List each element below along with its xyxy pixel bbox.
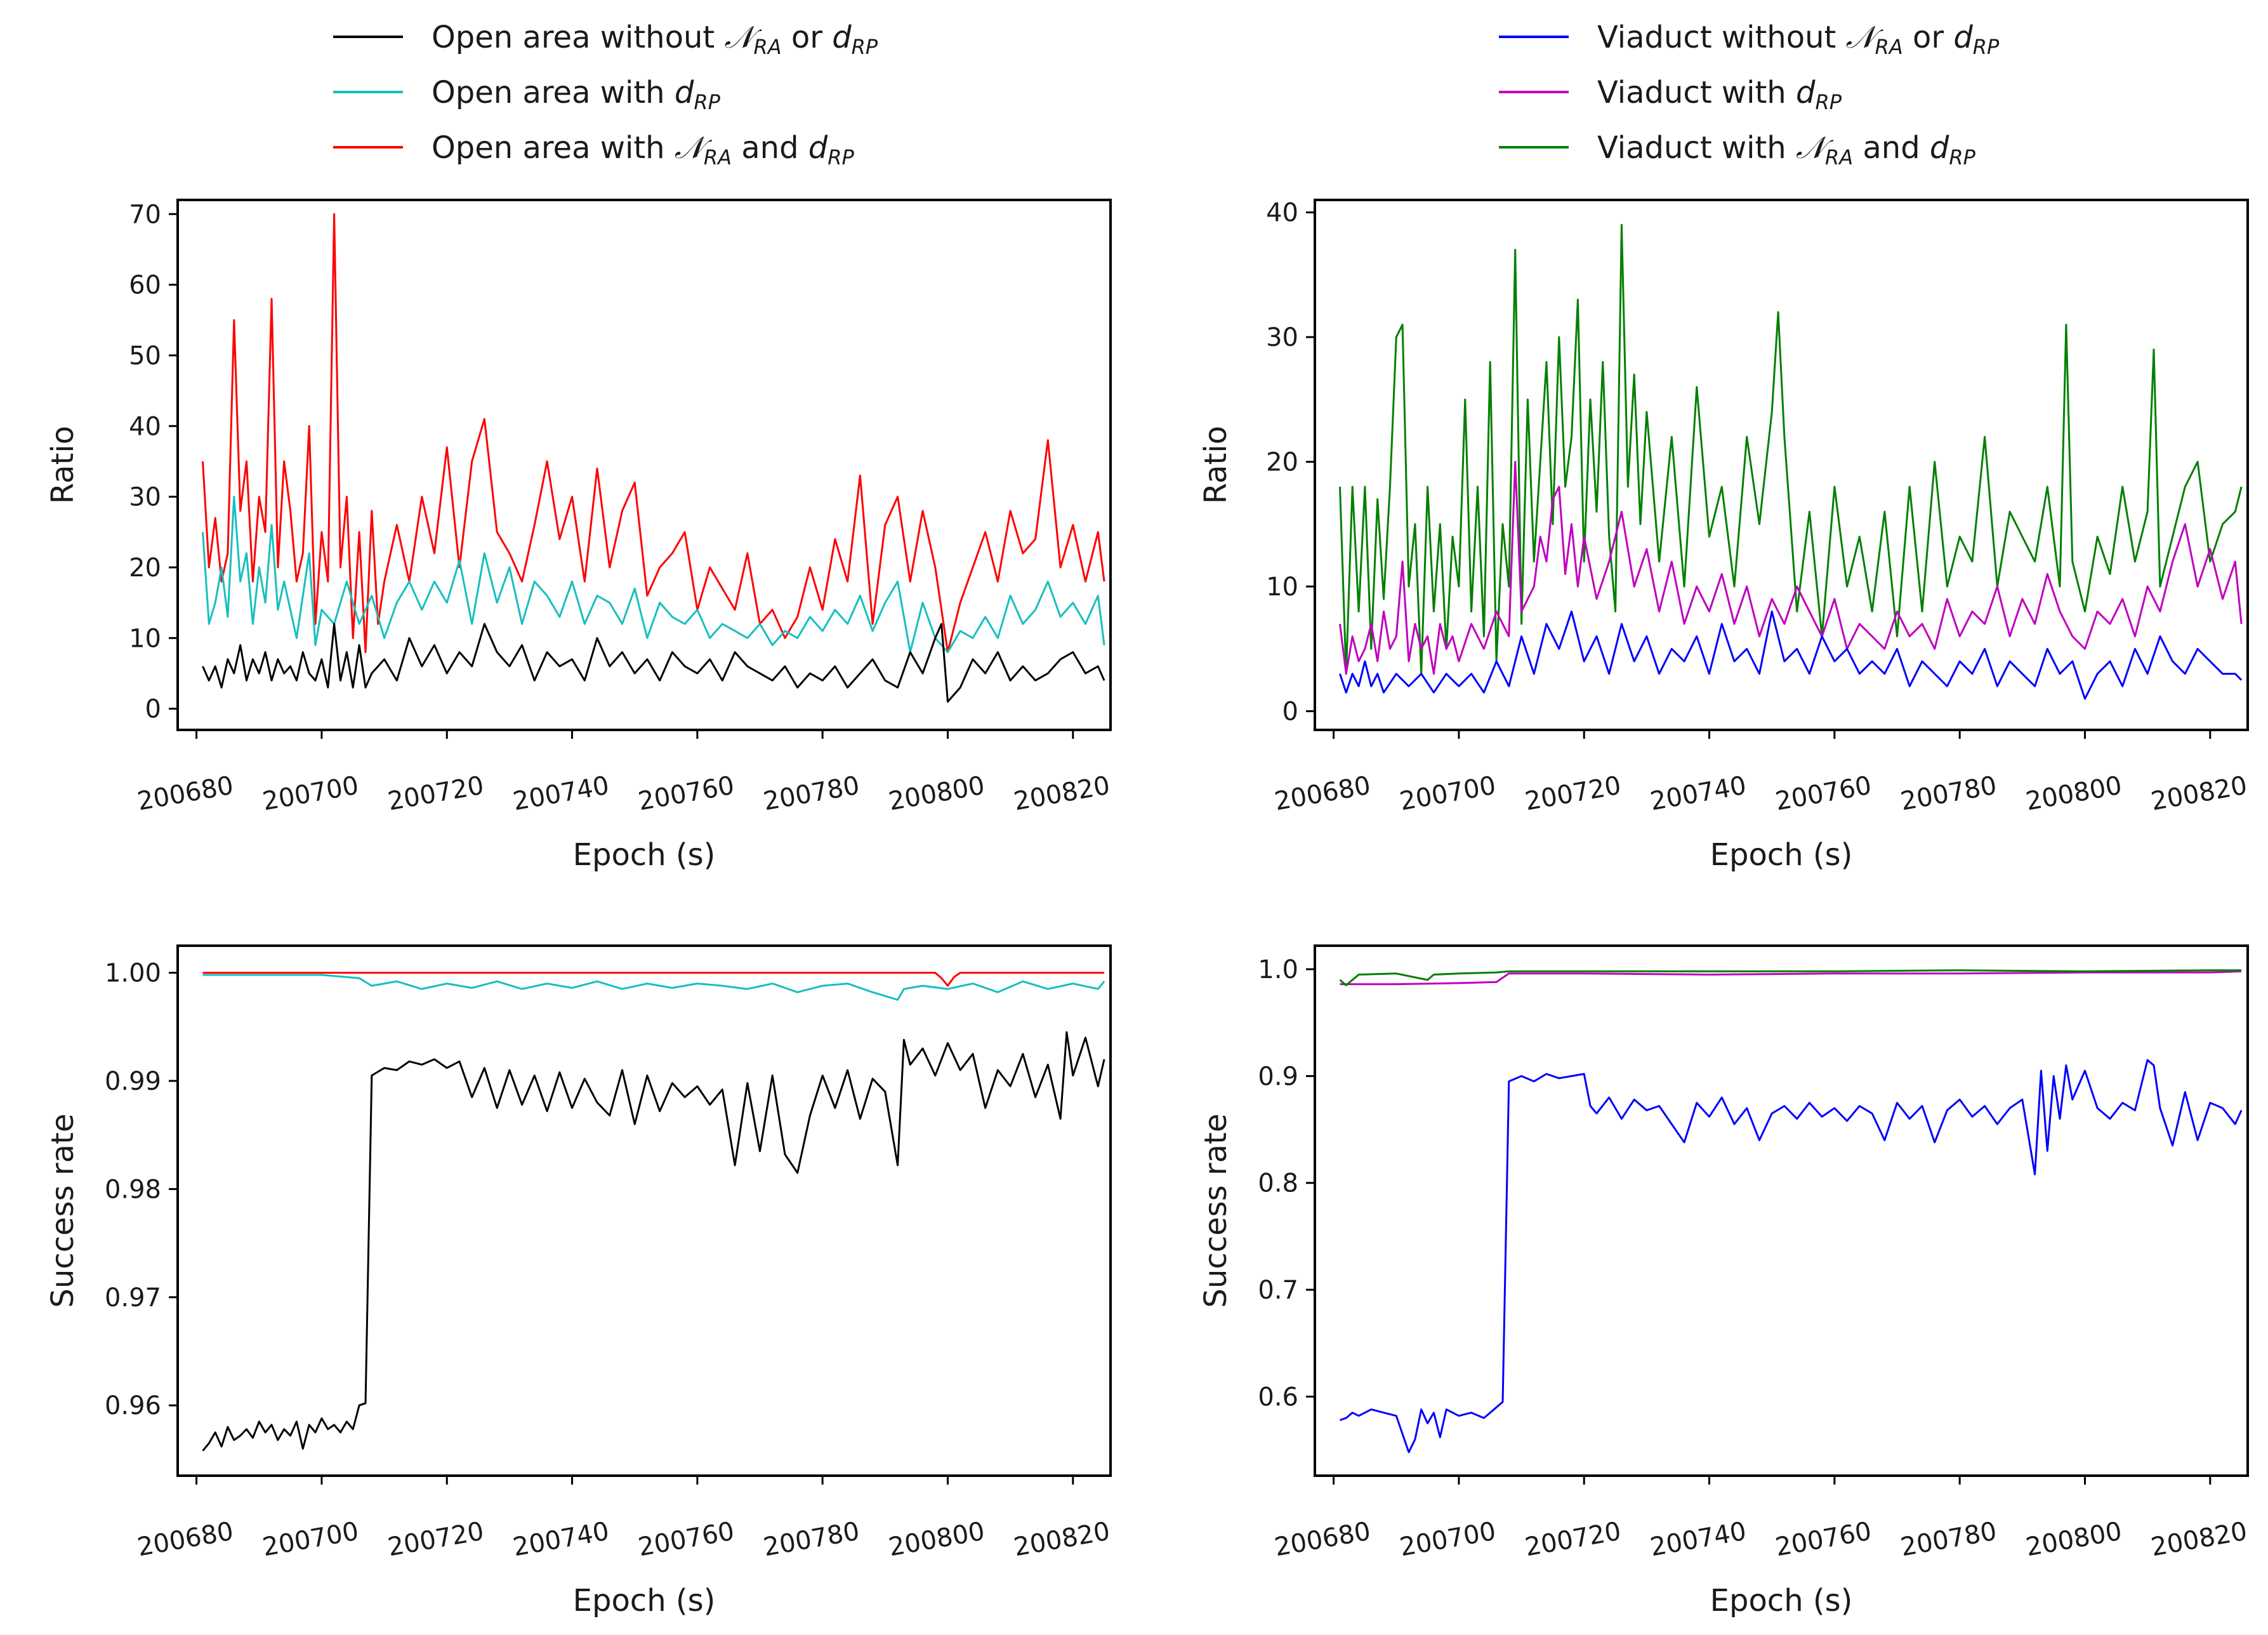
series-group bbox=[1339, 223, 2243, 700]
y-tick-label: 0.99 bbox=[105, 1067, 161, 1096]
x-tick-label: 200820 bbox=[2149, 771, 2249, 817]
x-tick-label: 200720 bbox=[386, 771, 486, 817]
series-group bbox=[202, 213, 1105, 703]
x-tick-label: 200780 bbox=[761, 1517, 862, 1563]
y-tick-label: 0.97 bbox=[105, 1283, 161, 1313]
x-tick-label: 200760 bbox=[636, 771, 736, 817]
series-line-1 bbox=[1340, 970, 2242, 986]
series-line-0 bbox=[1339, 223, 2243, 675]
legend-label: Viaduct with 𝒩RA and dRP bbox=[1597, 130, 1976, 169]
chart-top-right: 0 10 20 30 40 200680 200700 200720 200740 200760 2… bbox=[1198, 199, 2250, 873]
x-tick-label: 200680 bbox=[135, 1517, 235, 1563]
series-line-1 bbox=[202, 496, 1105, 653]
y-tick-label: 1.0 bbox=[1258, 955, 1298, 984]
legend-viaduct: Viaduct without 𝒩RA or dRP Viaduct with d… bbox=[1499, 20, 2000, 169]
x-tick-label: 200720 bbox=[1523, 1517, 1623, 1563]
y-tick-label: 0.9 bbox=[1258, 1062, 1298, 1091]
series-line-1 bbox=[1339, 461, 2243, 675]
x-tick-label: 200820 bbox=[1012, 1517, 1112, 1563]
x-tick-label: 200680 bbox=[1272, 1517, 1373, 1563]
x-tick-label: 200680 bbox=[1272, 771, 1373, 817]
y-tick-label: 30 bbox=[1266, 323, 1298, 352]
y-tick-label: 0.7 bbox=[1258, 1276, 1298, 1305]
legend-label: Viaduct without 𝒩RA or dRP bbox=[1597, 20, 2000, 59]
y-tick-label: 10 bbox=[1266, 573, 1298, 602]
series-line-2 bbox=[202, 972, 1105, 987]
y-tick-label: 0 bbox=[145, 695, 161, 724]
y-axis-label: Success rate bbox=[1198, 1114, 1234, 1308]
legend-label: Open area without 𝒩RA or dRP bbox=[432, 20, 878, 59]
x-tick-label: 200720 bbox=[1523, 771, 1623, 817]
y-tick-label: 50 bbox=[129, 341, 161, 371]
x-axis-label: Epoch (s) bbox=[1710, 837, 1853, 873]
series-line-2 bbox=[202, 623, 1105, 703]
y-tick-label: 70 bbox=[129, 200, 161, 229]
x-tick-label: 200820 bbox=[1012, 771, 1112, 817]
y-axis-label: Ratio bbox=[1198, 426, 1234, 504]
chart-bottom-left: 0.96 0.97 0.98 0.99 1.00 200680 200700 200720 20… bbox=[45, 944, 1112, 1618]
x-tick-label: 200800 bbox=[2024, 771, 2124, 817]
y-tick-label: 10 bbox=[129, 624, 161, 653]
series-line-2 bbox=[1339, 610, 2243, 700]
y-tick-label: 0.8 bbox=[1258, 1169, 1298, 1198]
plot-frame bbox=[176, 944, 1112, 1477]
x-tick-label: 200700 bbox=[1397, 1517, 1498, 1563]
series-group bbox=[1339, 969, 2243, 1453]
x-tick-label: 200800 bbox=[887, 1517, 987, 1563]
x-tick-label: 200820 bbox=[2149, 1517, 2249, 1563]
plot-frame bbox=[1314, 199, 2249, 731]
y-tick-label: 20 bbox=[1266, 448, 1298, 477]
legend-open-area: Open area without 𝒩RA or dRP Open area wi… bbox=[333, 20, 878, 169]
chart-bottom-right: 0.6 0.7 0.8 0.9 1.0 200680 200700 200720 200740 2… bbox=[1198, 944, 2250, 1618]
y-tick-label: 1.00 bbox=[105, 959, 161, 988]
legend-label: Viaduct with dRP bbox=[1597, 75, 1842, 114]
y-tick-label: 0.6 bbox=[1258, 1382, 1298, 1412]
x-tick-label: 200800 bbox=[2024, 1517, 2124, 1563]
x-tick-label: 200780 bbox=[1899, 1517, 1999, 1563]
series-line-1 bbox=[202, 974, 1105, 1001]
x-tick-label: 200800 bbox=[887, 771, 987, 817]
legend-label: Open area with dRP bbox=[432, 75, 721, 114]
x-tick-label: 200780 bbox=[761, 771, 862, 817]
chart-top-left: 0 10 20 30 40 50 60 70 200680 200700 200720 200740 2… bbox=[45, 199, 1112, 873]
x-tick-label: 200740 bbox=[511, 1517, 611, 1563]
x-tick-label: 200740 bbox=[1648, 771, 1748, 817]
y-tick-label: 60 bbox=[129, 271, 161, 300]
x-axis-label: Epoch (s) bbox=[573, 1583, 716, 1618]
x-tick-label: 200760 bbox=[1773, 771, 1873, 817]
series-group bbox=[202, 972, 1105, 1452]
series-line-2 bbox=[1339, 969, 2242, 986]
x-tick-label: 200720 bbox=[386, 1517, 486, 1563]
x-tick-label: 200760 bbox=[636, 1517, 736, 1563]
y-axis-label: Success rate bbox=[45, 1114, 81, 1308]
y-tick-label: 0.96 bbox=[105, 1391, 161, 1420]
legend-label: Open area with 𝒩RA and dRP bbox=[432, 130, 855, 169]
x-tick-label: 200760 bbox=[1773, 1517, 1873, 1563]
plot-frame bbox=[1314, 944, 2249, 1477]
y-tick-label: 0 bbox=[1282, 698, 1298, 727]
x-tick-label: 200680 bbox=[135, 771, 235, 817]
x-tick-label: 200740 bbox=[511, 771, 611, 817]
x-axis-label: Epoch (s) bbox=[1710, 1583, 1853, 1618]
x-tick-label: 200700 bbox=[260, 771, 360, 817]
x-tick-label: 200740 bbox=[1648, 1517, 1748, 1563]
series-line-0 bbox=[202, 213, 1105, 653]
y-axis-label: Ratio bbox=[45, 426, 81, 504]
series-line-0 bbox=[202, 1031, 1105, 1452]
y-tick-label: 0.98 bbox=[105, 1175, 161, 1204]
y-tick-label: 40 bbox=[1266, 199, 1298, 228]
x-tick-label: 200700 bbox=[1397, 771, 1498, 817]
y-tick-label: 30 bbox=[129, 483, 161, 512]
plot-frame bbox=[176, 199, 1112, 731]
y-tick-label: 20 bbox=[129, 553, 161, 583]
x-tick-label: 200700 bbox=[260, 1517, 360, 1563]
x-tick-label: 200780 bbox=[1899, 771, 1999, 817]
series-line-0 bbox=[1340, 1059, 2243, 1453]
y-tick-label: 40 bbox=[129, 412, 161, 441]
x-axis-label: Epoch (s) bbox=[573, 837, 716, 873]
